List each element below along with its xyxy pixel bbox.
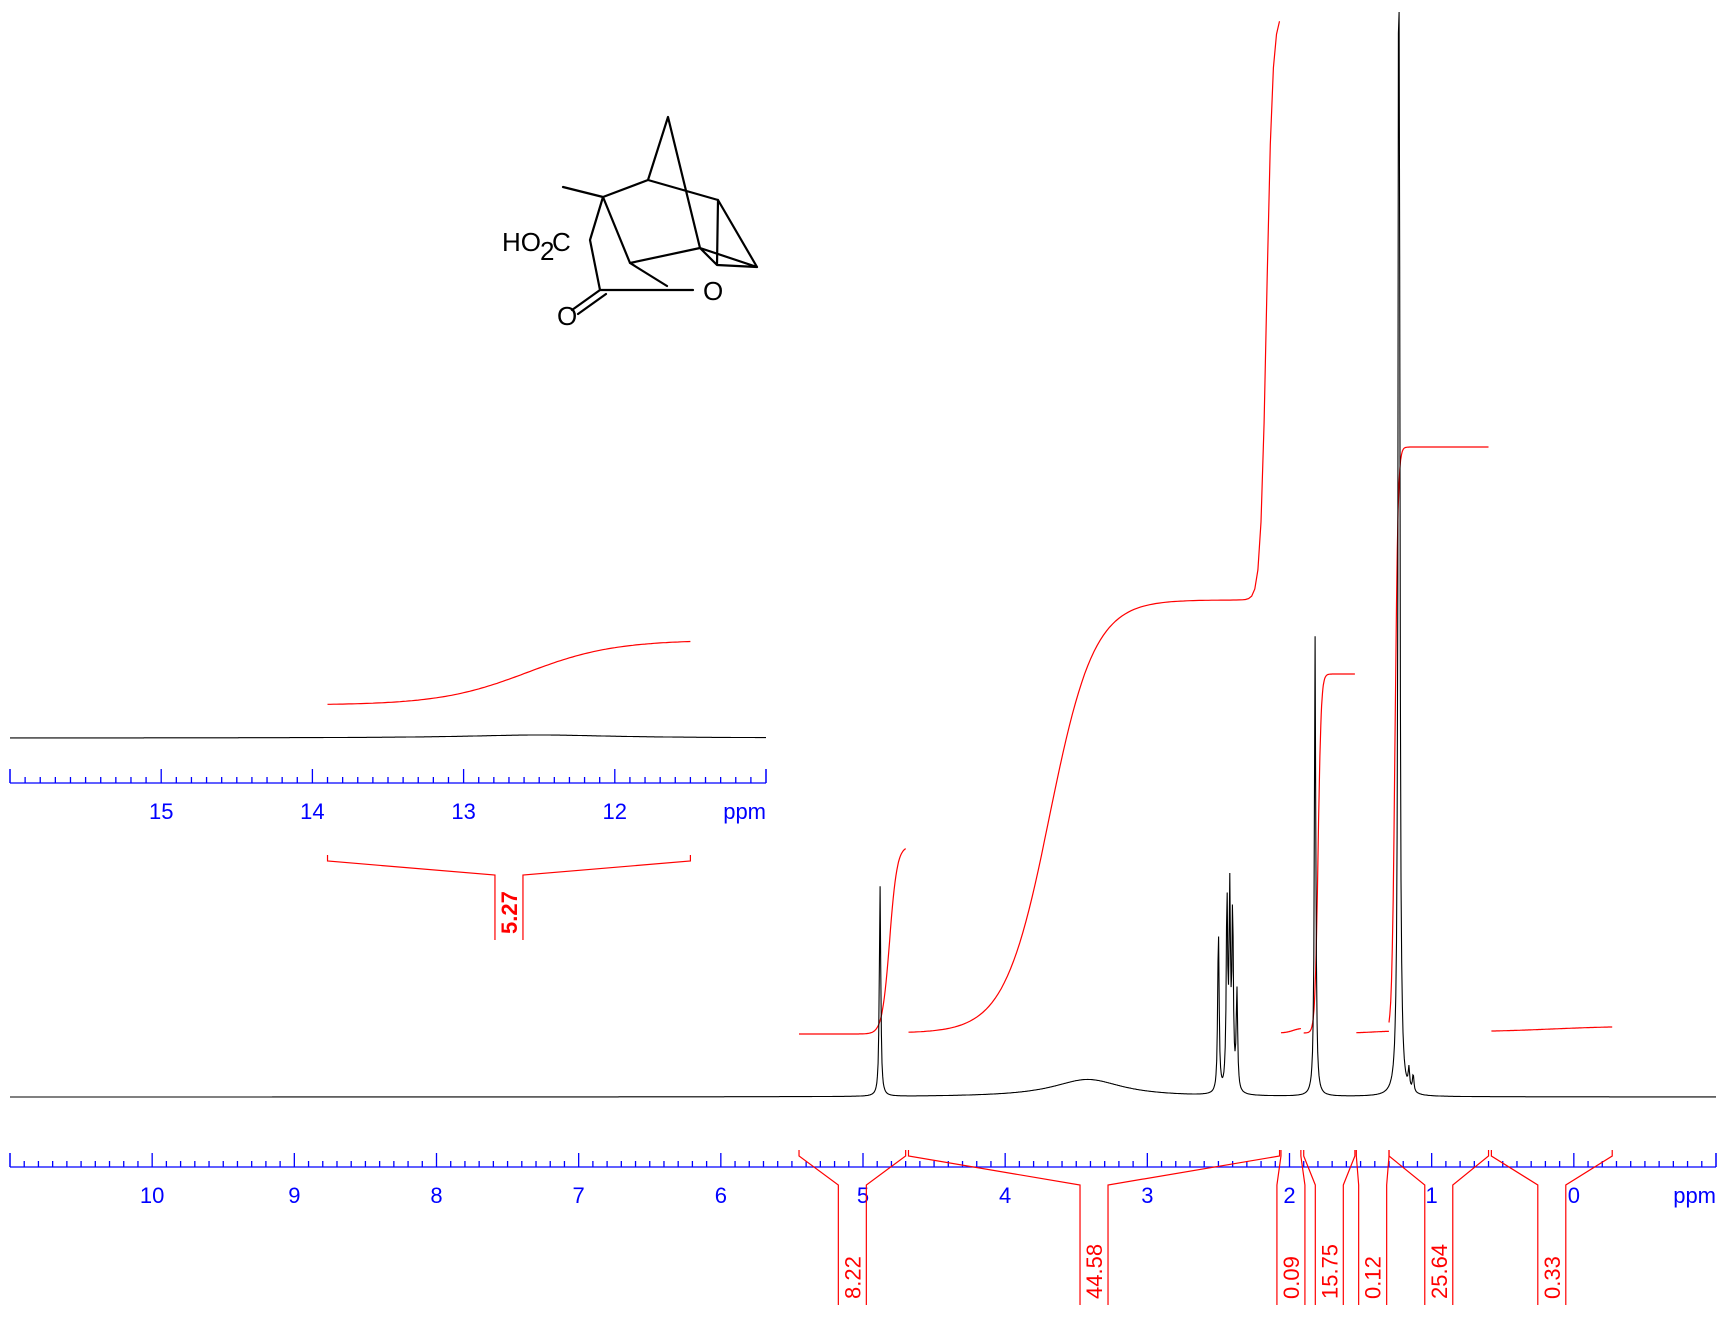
integral-bracket — [907, 1150, 1281, 1305]
integral-bracket — [1490, 1150, 1613, 1305]
structure-label-subscript: 2 — [540, 236, 554, 266]
x-tick-label: 2 — [1283, 1183, 1295, 1208]
integral-bracket — [326, 855, 691, 940]
structure-label-carbonyl-oxygen: O — [557, 301, 577, 331]
integral-bracket — [798, 1150, 907, 1305]
integral-curve — [1303, 673, 1355, 1034]
integral-value-label: 8.22 — [840, 1256, 865, 1299]
x-tick-label: 1 — [1426, 1183, 1438, 1208]
integral-curve — [1491, 1026, 1613, 1032]
main-spectrum-chart: 10 9 8 7 6 5 4 3 2 1 0 ppm 8.22 44.58 0.09 15.75 0.12 25… — [9, 11, 1717, 1305]
integral-curve — [1280, 1028, 1301, 1034]
x-tick-label: 15 — [149, 799, 173, 824]
x-tick-label: 6 — [715, 1183, 727, 1208]
main-integral-curves — [799, 21, 1613, 1035]
integral-bracket — [1276, 1150, 1306, 1305]
integral-curve — [1388, 446, 1489, 1023]
integral-curve — [908, 21, 1281, 1033]
inset-integral-brackets: 5.27 — [326, 855, 691, 940]
structure-bonds — [561, 115, 759, 316]
inset-spectrum-chart: 15 14 13 12 ppm 5.27 — [9, 640, 767, 940]
integral-value-label: 15.75 — [1317, 1244, 1342, 1299]
x-axis-unit-label: ppm — [723, 799, 766, 824]
integral-value-label: 44.58 — [1082, 1244, 1107, 1299]
x-tick-label: 4 — [999, 1183, 1011, 1208]
x-tick-label: 10 — [140, 1183, 164, 1208]
x-tick-label: 12 — [603, 799, 627, 824]
main-integral-brackets: 8.22 44.58 0.09 15.75 0.12 25.64 0.33 — [798, 1150, 1613, 1305]
integral-value-label: 5.27 — [497, 891, 522, 934]
x-tick-label: 5 — [857, 1183, 869, 1208]
integral-curve — [799, 848, 907, 1035]
main-x-axis: 10 9 8 7 6 5 4 3 2 1 0 ppm — [9, 1153, 1717, 1208]
x-tick-label: 7 — [573, 1183, 585, 1208]
structure-label-c: C — [552, 227, 571, 257]
structure-label-ring-oxygen: O — [703, 276, 723, 306]
x-tick-label: 13 — [451, 799, 475, 824]
molecule-structure: HO 2 C O O — [502, 115, 759, 331]
inset-spectrum-trace — [10, 734, 766, 739]
inset-integral-curves — [327, 640, 691, 705]
integral-bracket — [1388, 1150, 1490, 1305]
integral-value-label: 0.12 — [1361, 1256, 1386, 1299]
x-tick-label: 14 — [300, 799, 324, 824]
x-tick-label: 3 — [1141, 1183, 1153, 1208]
x-axis-unit-label: ppm — [1673, 1183, 1716, 1208]
integral-value-label: 0.09 — [1279, 1256, 1304, 1299]
integral-value-label: 25.64 — [1427, 1244, 1452, 1299]
inset-x-axis: 15 14 13 12 ppm — [9, 769, 767, 824]
structure-label-ho: HO — [502, 227, 541, 257]
integral-value-label: 0.33 — [1540, 1256, 1565, 1299]
x-tick-label: 0 — [1568, 1183, 1580, 1208]
x-tick-label: 9 — [288, 1183, 300, 1208]
main-spectrum-trace — [10, 11, 1716, 1098]
integral-bracket — [1303, 1150, 1356, 1305]
integral-curve — [1356, 1030, 1389, 1034]
integral-curve — [327, 640, 691, 705]
x-tick-label: 8 — [430, 1183, 442, 1208]
